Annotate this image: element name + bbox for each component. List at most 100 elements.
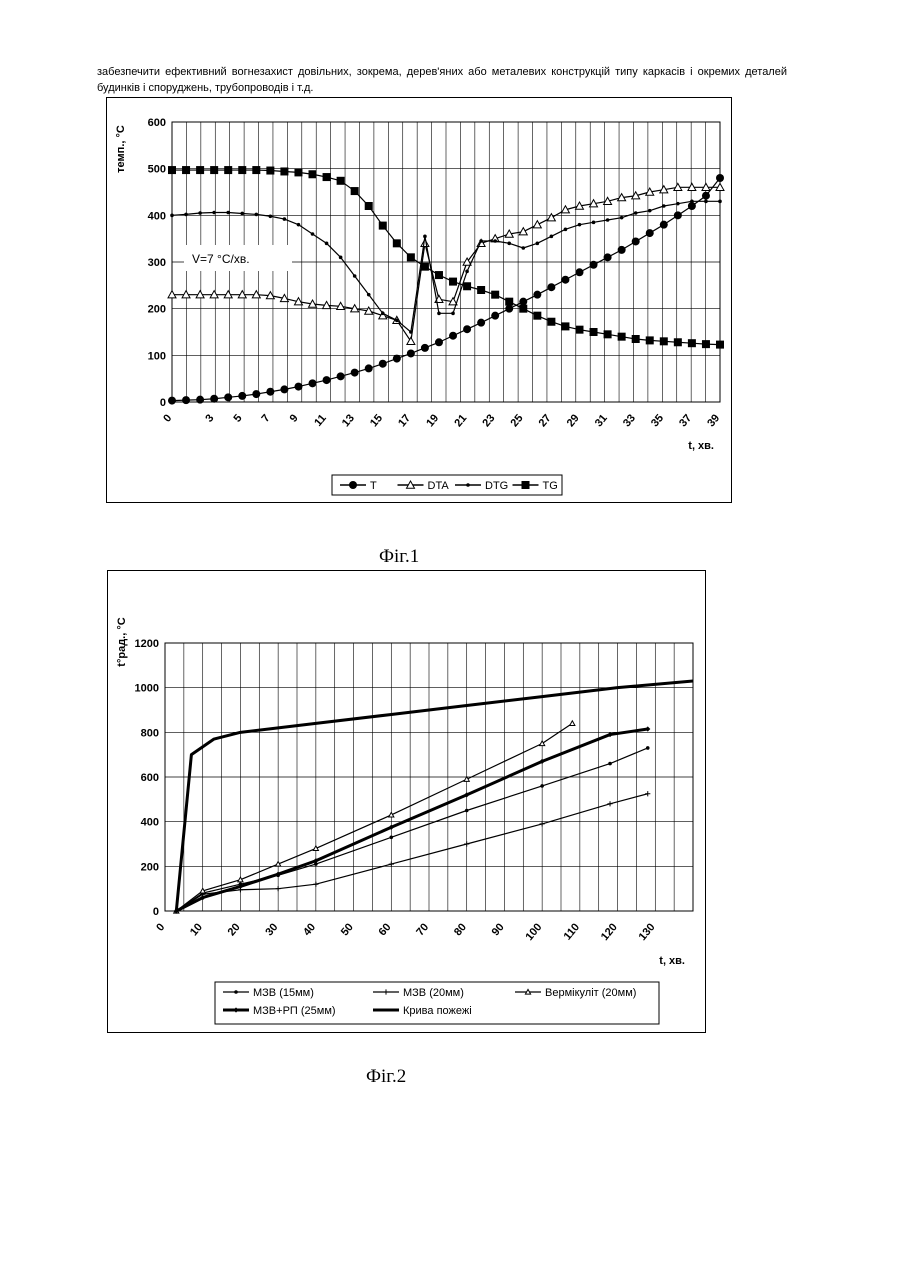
data-point	[646, 229, 654, 237]
data-point	[381, 312, 385, 316]
y-axis-label: темп., °С	[115, 125, 127, 173]
legend: МЗВ (15мм)МЗВ (20мм)Вермікуліт (20мм)МЗВ…	[215, 982, 659, 1024]
data-point	[210, 166, 218, 174]
data-point	[477, 286, 485, 294]
data-point	[547, 283, 555, 291]
figure-2-chart: 0200400600800100012000102030405060708090…	[107, 570, 706, 1033]
data-point	[266, 388, 274, 396]
data-point	[505, 305, 513, 313]
data-point	[465, 809, 469, 813]
data-point	[325, 242, 329, 246]
data-point	[590, 328, 598, 336]
data-point	[421, 263, 429, 271]
data-point	[547, 318, 555, 326]
data-point	[365, 364, 373, 372]
data-point	[379, 360, 387, 368]
data-point	[240, 212, 244, 216]
data-point	[674, 211, 682, 219]
y-axis-label: t°рад., °С	[116, 617, 128, 666]
fig1-caption: Фіг.1	[379, 546, 419, 568]
y-tick-label: 800	[141, 727, 159, 739]
data-point	[283, 217, 287, 221]
data-point	[449, 332, 457, 340]
data-point	[280, 385, 288, 393]
data-point	[608, 762, 612, 766]
data-point	[519, 305, 527, 313]
data-point	[491, 312, 499, 320]
legend-marker	[466, 483, 470, 487]
data-point	[521, 246, 525, 250]
annotation-box: V=7 °С/хв.	[184, 245, 292, 271]
legend: TDTADTGTG	[332, 475, 562, 495]
data-point	[297, 223, 301, 227]
data-point	[561, 322, 569, 330]
data-point	[702, 192, 710, 200]
data-point	[674, 338, 682, 346]
legend-label: TG	[543, 480, 558, 492]
data-point	[449, 278, 457, 286]
data-point	[507, 242, 511, 246]
data-point	[660, 337, 668, 345]
data-point	[198, 211, 202, 215]
data-point	[519, 298, 527, 306]
data-point	[479, 239, 483, 243]
intro-paragraph: забезпечити ефективний вогнезахист довіл…	[97, 64, 787, 96]
chart-frame	[108, 571, 706, 1033]
data-point	[353, 274, 357, 278]
fig2-caption: Фіг.2	[366, 1066, 406, 1088]
data-point	[323, 173, 331, 181]
y-tick-label: 600	[148, 117, 166, 129]
data-point	[662, 204, 666, 208]
x-axis-label: t, хв.	[688, 440, 714, 452]
data-point	[618, 333, 626, 341]
data-point	[604, 253, 612, 261]
data-point	[493, 239, 497, 243]
data-point	[294, 383, 302, 391]
data-point	[311, 232, 315, 236]
data-point	[690, 200, 694, 204]
data-point	[182, 166, 190, 174]
legend-label: МЗВ (15мм)	[253, 987, 314, 999]
data-point	[184, 213, 188, 217]
data-point	[309, 170, 317, 178]
y-tick-label: 100	[148, 350, 166, 362]
legend-label: DTG	[485, 480, 508, 492]
data-point	[252, 166, 260, 174]
data-point	[407, 349, 415, 357]
data-point	[367, 293, 371, 297]
data-point	[465, 270, 469, 274]
data-point	[351, 187, 359, 195]
data-point	[168, 397, 176, 405]
chart-frame	[107, 98, 732, 503]
y-tick-label: 1200	[135, 638, 159, 650]
data-point	[393, 355, 401, 363]
data-point	[226, 211, 230, 215]
data-point	[676, 202, 680, 206]
data-point	[437, 312, 441, 316]
y-tick-label: 600	[141, 772, 159, 784]
y-tick-label: 200	[141, 861, 159, 873]
data-point	[351, 369, 359, 377]
data-point	[337, 372, 345, 380]
data-point	[435, 338, 443, 346]
data-point	[252, 390, 260, 398]
legend-label: Крива пожежі	[403, 1005, 472, 1017]
data-point	[632, 335, 640, 343]
x-axis-label: t, хв.	[659, 955, 685, 967]
data-point	[393, 239, 401, 247]
data-point	[533, 312, 541, 320]
data-point	[648, 209, 652, 213]
data-point	[634, 211, 638, 215]
y-tick-label: 1000	[135, 683, 159, 695]
y-tick-label: 300	[148, 257, 166, 269]
legend-marker	[522, 481, 530, 489]
data-point	[435, 271, 443, 279]
data-point	[196, 166, 204, 174]
data-point	[505, 298, 513, 306]
data-point	[646, 336, 654, 344]
data-point	[646, 746, 650, 750]
data-point	[592, 221, 596, 225]
data-point	[718, 200, 722, 204]
data-point	[702, 340, 710, 348]
data-point	[238, 392, 246, 400]
